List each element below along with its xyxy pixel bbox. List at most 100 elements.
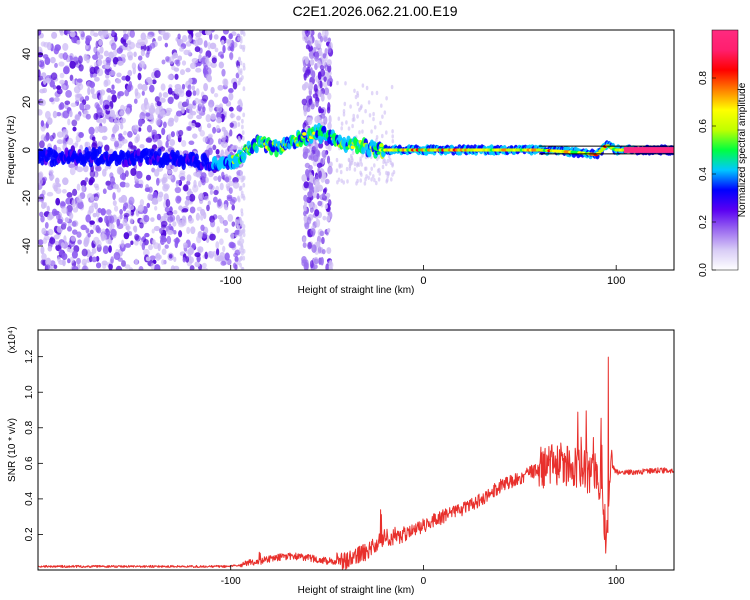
noise-mark bbox=[158, 191, 164, 198]
noise-mark bbox=[69, 31, 76, 38]
noise-mark bbox=[71, 36, 78, 44]
noise-mark bbox=[215, 241, 220, 249]
noise-mark bbox=[219, 238, 224, 246]
noise-mark bbox=[52, 110, 58, 119]
noise-mark bbox=[191, 85, 196, 91]
noise-mark bbox=[39, 88, 45, 94]
noise-mark bbox=[327, 227, 331, 233]
noise-mark bbox=[84, 177, 89, 183]
noise-mark bbox=[109, 172, 114, 179]
noise-mark bbox=[96, 239, 102, 248]
noise-mark bbox=[175, 237, 180, 245]
noise-mark bbox=[178, 205, 183, 211]
noise-mark bbox=[177, 33, 181, 40]
noise-mark bbox=[391, 129, 394, 134]
noise-mark bbox=[240, 170, 243, 176]
noise-mark bbox=[93, 112, 99, 121]
noise-mark bbox=[58, 248, 64, 256]
noise-mark bbox=[318, 170, 322, 179]
noise-mark bbox=[324, 203, 328, 210]
noise-mark bbox=[379, 120, 382, 126]
noise-mark bbox=[182, 242, 188, 249]
noise-mark bbox=[215, 124, 220, 132]
noise-mark bbox=[111, 84, 115, 90]
noise-mark bbox=[229, 113, 236, 118]
noise-mark bbox=[99, 94, 103, 102]
noise-mark bbox=[241, 75, 244, 80]
noise-mark bbox=[40, 215, 45, 223]
noise-mark bbox=[46, 191, 54, 197]
noise-mark bbox=[47, 246, 53, 252]
noise-mark bbox=[62, 110, 70, 119]
noise-mark bbox=[110, 256, 115, 264]
noise-mark bbox=[44, 110, 51, 120]
noise-mark bbox=[64, 100, 71, 105]
noise-mark bbox=[213, 196, 218, 203]
noise-mark bbox=[70, 102, 78, 108]
noise-mark bbox=[237, 197, 241, 203]
noise-mark bbox=[323, 116, 328, 125]
noise-mark bbox=[49, 56, 56, 64]
noise-mark bbox=[301, 98, 308, 106]
noise-mark bbox=[240, 193, 244, 199]
noise-mark bbox=[319, 230, 325, 237]
noise-mark bbox=[122, 33, 129, 41]
noise-mark bbox=[151, 79, 157, 85]
noise-mark bbox=[168, 253, 173, 259]
noise-mark bbox=[56, 183, 61, 188]
noise-mark bbox=[301, 174, 307, 182]
noise-mark bbox=[183, 184, 189, 192]
ridge-peak-mark bbox=[625, 147, 629, 153]
ridge-peak-mark bbox=[648, 147, 652, 153]
noise-mark bbox=[131, 62, 137, 70]
noise-mark bbox=[127, 69, 133, 77]
noise-mark bbox=[320, 95, 325, 102]
noise-mark bbox=[156, 101, 162, 107]
noise-mark bbox=[117, 91, 125, 97]
noise-mark bbox=[116, 166, 124, 175]
noise-mark bbox=[114, 35, 118, 42]
noise-mark bbox=[45, 257, 52, 266]
noise-mark bbox=[102, 168, 107, 177]
noise-mark bbox=[239, 185, 242, 191]
noise-mark bbox=[227, 213, 234, 222]
noise-mark bbox=[192, 184, 199, 193]
noise-mark bbox=[59, 31, 64, 36]
noise-mark bbox=[154, 70, 161, 79]
spectrogram-x-tick-label-1: 0 bbox=[420, 275, 426, 287]
noise-mark bbox=[215, 148, 220, 155]
noise-mark bbox=[162, 121, 167, 129]
noise-mark bbox=[241, 238, 245, 244]
noise-mark bbox=[119, 181, 127, 188]
noise-mark bbox=[239, 60, 243, 66]
noise-mark bbox=[314, 39, 318, 47]
noise-mark bbox=[119, 213, 123, 220]
noise-mark bbox=[97, 207, 102, 213]
noise-mark bbox=[84, 104, 91, 110]
noise-mark bbox=[69, 167, 76, 176]
noise-mark bbox=[75, 94, 81, 102]
noise-mark bbox=[340, 121, 344, 126]
ridge-mark bbox=[242, 152, 247, 161]
noise-mark bbox=[316, 162, 323, 168]
noise-mark bbox=[391, 134, 395, 139]
noise-mark bbox=[194, 46, 201, 53]
noise-mark bbox=[133, 98, 138, 104]
noise-mark bbox=[211, 57, 217, 64]
noise-mark bbox=[242, 248, 246, 254]
noise-mark bbox=[207, 61, 212, 67]
noise-mark bbox=[368, 113, 372, 118]
noise-mark bbox=[207, 200, 211, 206]
noise-mark bbox=[318, 142, 324, 149]
noise-mark bbox=[354, 94, 358, 100]
noise-mark bbox=[91, 136, 96, 141]
noise-mark bbox=[42, 54, 49, 59]
noise-mark bbox=[351, 123, 354, 129]
noise-mark bbox=[153, 133, 159, 142]
ridge-core-mark bbox=[598, 149, 604, 153]
noise-mark bbox=[201, 94, 209, 102]
noise-mark bbox=[139, 112, 146, 121]
noise-mark bbox=[64, 217, 70, 223]
noise-mark bbox=[187, 84, 192, 91]
noise-mark bbox=[385, 130, 388, 135]
